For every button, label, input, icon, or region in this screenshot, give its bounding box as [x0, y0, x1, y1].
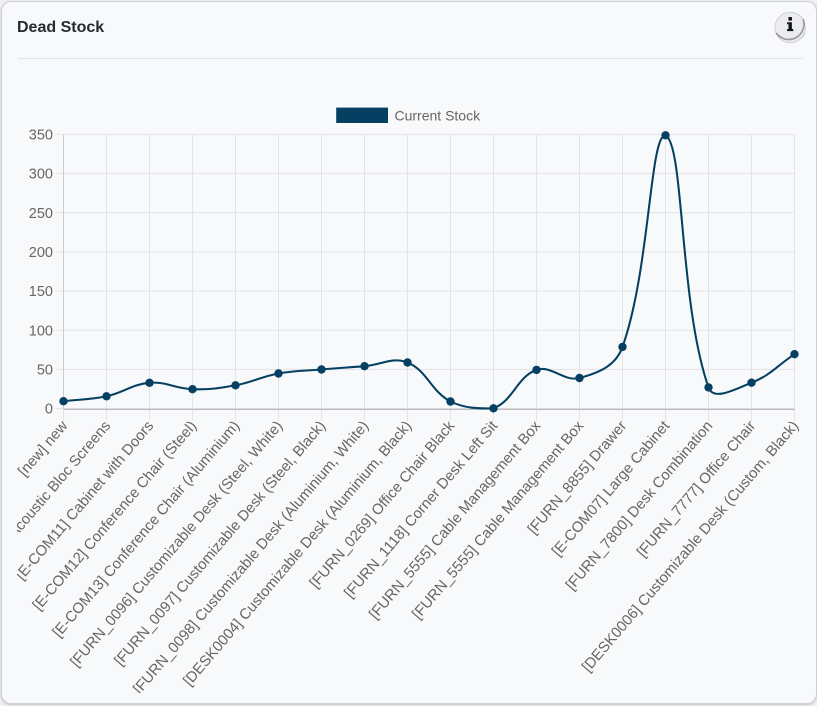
svg-text:0: 0 — [45, 402, 53, 418]
svg-text:350: 350 — [29, 128, 53, 144]
svg-text:250: 250 — [29, 206, 53, 222]
svg-text:100: 100 — [29, 323, 53, 339]
svg-text:300: 300 — [29, 167, 53, 183]
svg-text:150: 150 — [29, 284, 53, 300]
svg-text:Current Stock: Current Stock — [395, 107, 482, 123]
svg-text:[FURN_1118] Corner Desk Left S: [FURN_1118] Corner Desk Left Sit — [342, 418, 502, 602]
svg-text:200: 200 — [29, 245, 53, 261]
svg-text:50: 50 — [37, 363, 53, 379]
